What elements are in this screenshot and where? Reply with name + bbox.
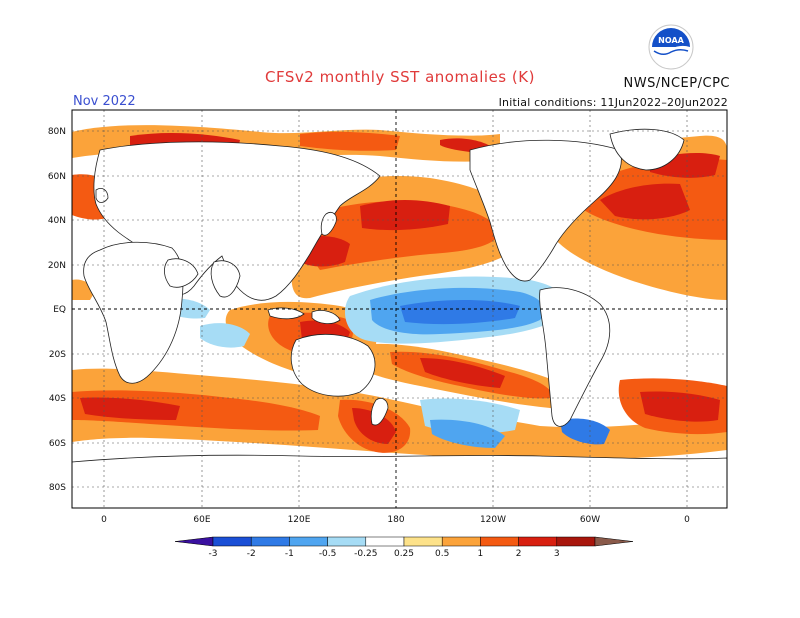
colorbar-bin	[365, 536, 405, 547]
latitude-labels: 80N 60N 40N 20N EQ 20S 40S 60S 80S	[48, 127, 66, 493]
colorbar-label: 0.25	[394, 549, 414, 559]
lon-label: 120W	[480, 515, 506, 525]
lat-label: 80N	[48, 127, 66, 137]
colorbar-bin	[403, 536, 443, 547]
noaa-logo: NOAA	[648, 24, 694, 70]
colorbar-label: -2	[247, 549, 256, 559]
colorbar-label: 0.5	[435, 549, 449, 559]
lat-label: 40S	[49, 394, 66, 404]
agency-label: NWS/NCEP/CPC	[623, 76, 730, 91]
colorbar-bin	[480, 536, 519, 547]
colorbar-bin	[327, 536, 367, 547]
equator-and-dateline	[72, 110, 727, 508]
colorbar-label: -1	[285, 549, 294, 559]
colorbar-arrow-low	[174, 536, 214, 547]
forecast-month: Nov 2022	[73, 94, 136, 109]
colorbar-bin	[518, 536, 558, 547]
colorbar-bin	[289, 536, 328, 547]
lat-label: 40N	[48, 216, 66, 226]
lat-label: EQ	[53, 305, 66, 315]
lat-label: 60N	[48, 172, 66, 182]
colorbar-label: -3	[209, 549, 218, 559]
lon-label: 0	[684, 515, 690, 525]
initial-conditions: Initial conditions: 11Jun2022–20Jun2022	[498, 96, 728, 109]
colorbar: -3 -2 -1 -0.5 -0.25 0.25 0.5 1 2 3	[174, 536, 634, 559]
colorbar-bin	[556, 536, 596, 547]
lat-label: 80S	[49, 483, 66, 493]
anomaly-field	[72, 110, 727, 508]
colorbar-bin	[250, 536, 290, 547]
lat-label: 20S	[49, 350, 66, 360]
noaa-logo-text: NOAA	[658, 36, 684, 45]
chart-title: CFSv2 monthly SST anomalies (K)	[265, 68, 535, 86]
colorbar-label: -0.5	[319, 549, 337, 559]
longitude-labels: 0 60E 120E 180 120W 60W 0	[101, 515, 690, 525]
coastlines	[72, 128, 727, 508]
lon-label: 60E	[193, 515, 210, 525]
graticule	[72, 110, 727, 508]
lon-label: 180	[387, 515, 404, 525]
colorbar-arrow-high	[594, 536, 634, 547]
colorbar-label: 1	[478, 549, 484, 559]
colorbar-label: 2	[516, 549, 522, 559]
lon-label: 120E	[288, 515, 311, 525]
lat-label: 60S	[49, 439, 66, 449]
lon-label: 60W	[580, 515, 600, 525]
colorbar-label: -0.25	[354, 549, 377, 559]
lat-label: 20N	[48, 261, 66, 271]
map-frame	[71, 109, 728, 509]
colorbar-label: 3	[554, 549, 560, 559]
colorbar-bin	[441, 536, 481, 547]
lon-label: 0	[101, 515, 107, 525]
colorbar-bin	[212, 536, 252, 547]
